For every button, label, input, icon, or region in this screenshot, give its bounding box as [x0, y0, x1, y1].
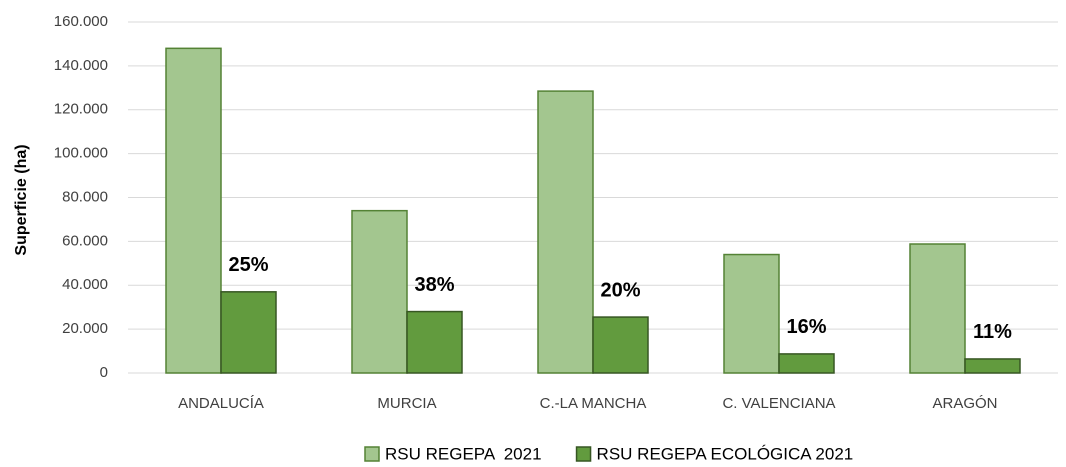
bar [778, 353, 835, 374]
bar [964, 358, 1021, 374]
legend-label: RSU REGEPA ECOLÓGICA 2021 [597, 444, 854, 463]
bar [406, 310, 463, 374]
bar [220, 291, 277, 374]
x-tick-label: MURCIA [377, 395, 436, 412]
y-tick-label: 100.000 [54, 145, 108, 162]
legend-swatch [364, 446, 380, 462]
annotation: 16% [786, 316, 826, 338]
y-tick-label: 60.000 [62, 232, 108, 249]
x-tick-label: C. VALENCIANA [722, 395, 835, 412]
bar [592, 316, 649, 374]
x-tick-label: C.-LA MANCHA [540, 395, 647, 412]
y-tick-label: 140.000 [54, 57, 108, 74]
bar [909, 243, 966, 374]
annotation: 25% [228, 254, 268, 276]
annotation: 38% [414, 274, 454, 296]
bar [723, 253, 780, 374]
y-tick-label: 80.000 [62, 188, 108, 205]
bar [165, 47, 222, 374]
y-tick-label: 40.000 [62, 276, 108, 293]
y-tick-label: 0 [100, 364, 108, 381]
y-tick-label: 160.000 [54, 13, 108, 30]
x-tick-label: ANDALUCÍA [178, 395, 264, 412]
bar [537, 90, 594, 374]
y-axis-title: Superficie (ha) [13, 144, 30, 255]
y-tick-label: 20.000 [62, 320, 108, 337]
legend-label: RSU REGEPA 2021 [385, 444, 542, 463]
legend-swatch [575, 446, 592, 462]
annotation: 20% [600, 279, 640, 301]
x-tick-label: ARAGÓN [932, 395, 997, 412]
annotation: 11% [973, 321, 1012, 343]
y-tick-label: 120.000 [54, 101, 108, 118]
bar [351, 209, 408, 374]
